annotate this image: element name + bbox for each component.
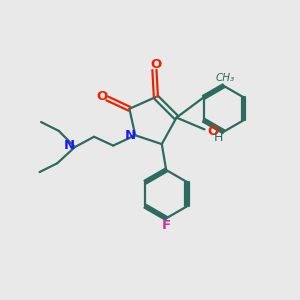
Text: F: F <box>162 220 171 232</box>
Text: O: O <box>96 90 108 103</box>
Text: O: O <box>150 58 161 71</box>
Text: N: N <box>124 129 136 142</box>
Text: H: H <box>214 131 223 144</box>
Text: CH₃: CH₃ <box>215 73 235 82</box>
Text: N: N <box>64 139 75 152</box>
Text: O: O <box>207 125 219 138</box>
